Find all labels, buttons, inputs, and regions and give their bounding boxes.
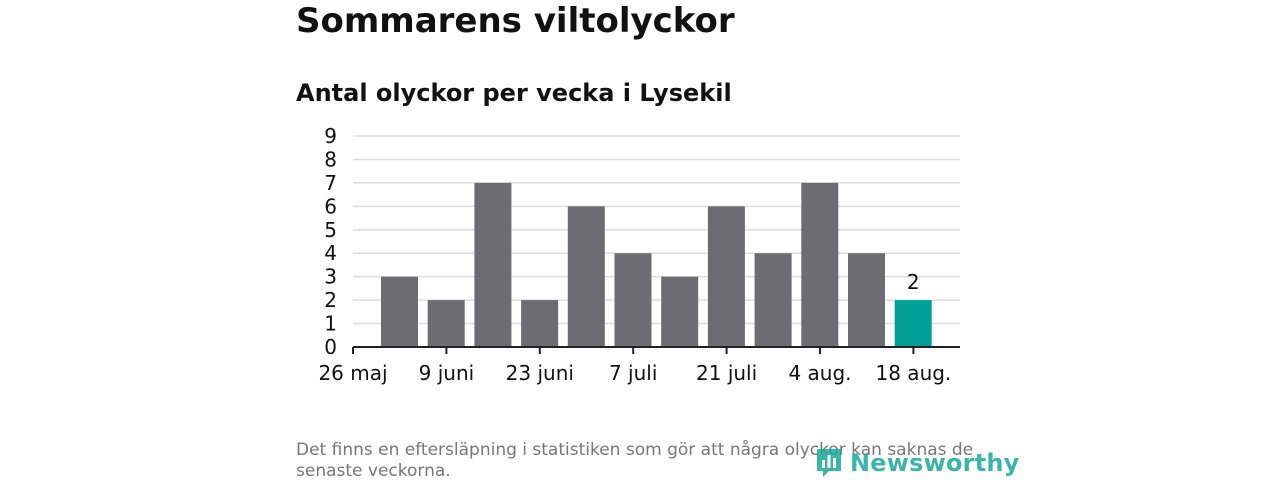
newsworthy-logo: Newsworthy: [814, 445, 1020, 480]
footnote: Det finns en eftersläpning i statistiken…: [296, 440, 974, 480]
bar-highlight: [894, 300, 932, 347]
data-label: 2: [907, 270, 920, 294]
page-title: Sommarens viltolyckor: [296, 1, 735, 41]
y-tick-label: 6: [324, 194, 337, 218]
bar: [801, 182, 839, 347]
bar: [848, 253, 885, 347]
x-tick-label: 4 aug.: [788, 361, 851, 385]
x-tick-label: 26 maj: [318, 361, 387, 385]
bar: [474, 182, 512, 347]
y-tick-label: 0: [324, 335, 337, 359]
y-tick-label: 5: [324, 218, 337, 242]
chart-subtitle: Antal olyckor per vecka i Lysekil: [296, 79, 732, 107]
newsworthy-logo-text: Newsworthy: [850, 449, 1020, 477]
y-tick-label: 2: [324, 288, 337, 312]
y-tick-label: 4: [324, 241, 337, 265]
bar: [661, 276, 699, 347]
bar: [754, 253, 792, 347]
bar: [567, 206, 605, 347]
x-tick-label: 23 juni: [506, 361, 574, 385]
y-tick-label: 9: [324, 124, 337, 148]
y-tick-label: 1: [324, 312, 337, 336]
bar: [381, 276, 418, 347]
x-tick-label: 21 juli: [696, 361, 757, 385]
x-tick-label: 9 juni: [419, 361, 475, 385]
y-tick-label: 7: [324, 171, 337, 195]
bar: [521, 300, 559, 347]
bar: [614, 253, 652, 347]
y-tick-label: 8: [324, 147, 337, 171]
y-tick-label: 3: [324, 265, 337, 289]
x-tick-label: 7 juli: [609, 361, 657, 385]
x-tick-label: 18 aug.: [876, 361, 952, 385]
newsworthy-logo-icon: [817, 449, 841, 477]
bar: [707, 206, 745, 347]
bar: [427, 300, 465, 347]
